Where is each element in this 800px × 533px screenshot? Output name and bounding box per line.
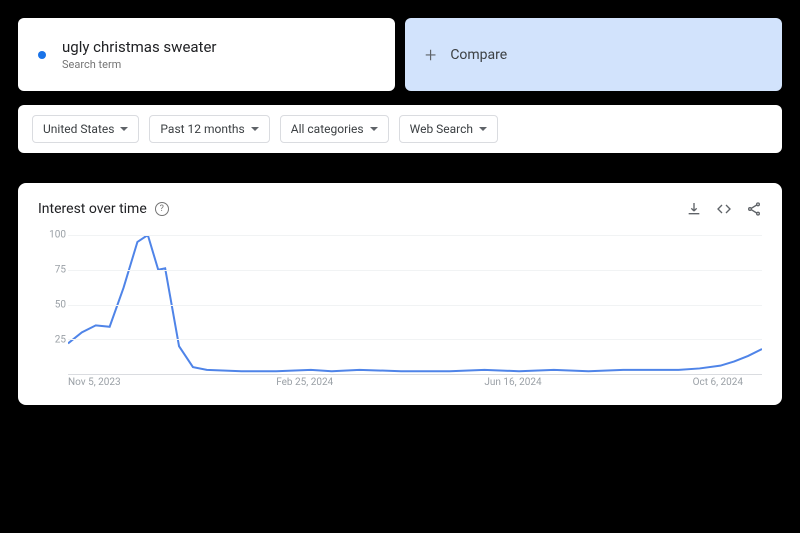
x-tick-label: Oct 6, 2024 (693, 377, 743, 388)
category-filter[interactable]: All categories (280, 115, 389, 143)
y-tick-label: 25 (55, 335, 66, 346)
interest-chart-card: Interest over time ? 255075100 Nov 5, (18, 183, 782, 405)
region-filter-label: United States (43, 122, 114, 136)
x-tick-label: Nov 5, 2023 (68, 377, 121, 388)
chart-area: 255075100 Nov 5, 2023Feb 25, 2024Jun 16,… (68, 235, 762, 395)
timeframe-filter-label: Past 12 months (160, 122, 244, 136)
caret-down-icon (479, 127, 487, 131)
search-terms-row: ugly christmas sweater Search term + Com… (18, 18, 782, 91)
x-tick-label: Feb 25, 2024 (276, 377, 333, 388)
timeframe-filter[interactable]: Past 12 months (149, 115, 269, 143)
caret-down-icon (370, 127, 378, 131)
search-type-filter[interactable]: Web Search (399, 115, 498, 143)
region-filter[interactable]: United States (32, 115, 139, 143)
filters-bar: United States Past 12 months All categor… (18, 105, 782, 153)
trend-line (68, 235, 762, 371)
plus-icon: + (425, 43, 436, 67)
search-type-filter-label: Web Search (410, 122, 473, 136)
search-term-type: Search term (62, 58, 217, 71)
term-color-dot (38, 51, 46, 59)
download-icon[interactable] (686, 201, 702, 217)
y-tick-label: 100 (49, 230, 66, 241)
share-icon[interactable] (746, 201, 762, 217)
embed-icon[interactable] (716, 201, 732, 217)
y-tick-label: 50 (55, 300, 66, 311)
x-tick-label: Jun 16, 2024 (484, 377, 541, 388)
compare-card[interactable]: + Compare (405, 18, 782, 91)
caret-down-icon (120, 127, 128, 131)
category-filter-label: All categories (291, 122, 364, 136)
y-tick-label: 75 (55, 265, 66, 276)
compare-label: Compare (450, 47, 507, 63)
search-term-label: ugly christmas sweater (62, 38, 217, 56)
chart-title: Interest over time (38, 201, 147, 217)
help-icon[interactable]: ? (155, 202, 169, 216)
caret-down-icon (251, 127, 259, 131)
search-term-card[interactable]: ugly christmas sweater Search term (18, 18, 395, 91)
